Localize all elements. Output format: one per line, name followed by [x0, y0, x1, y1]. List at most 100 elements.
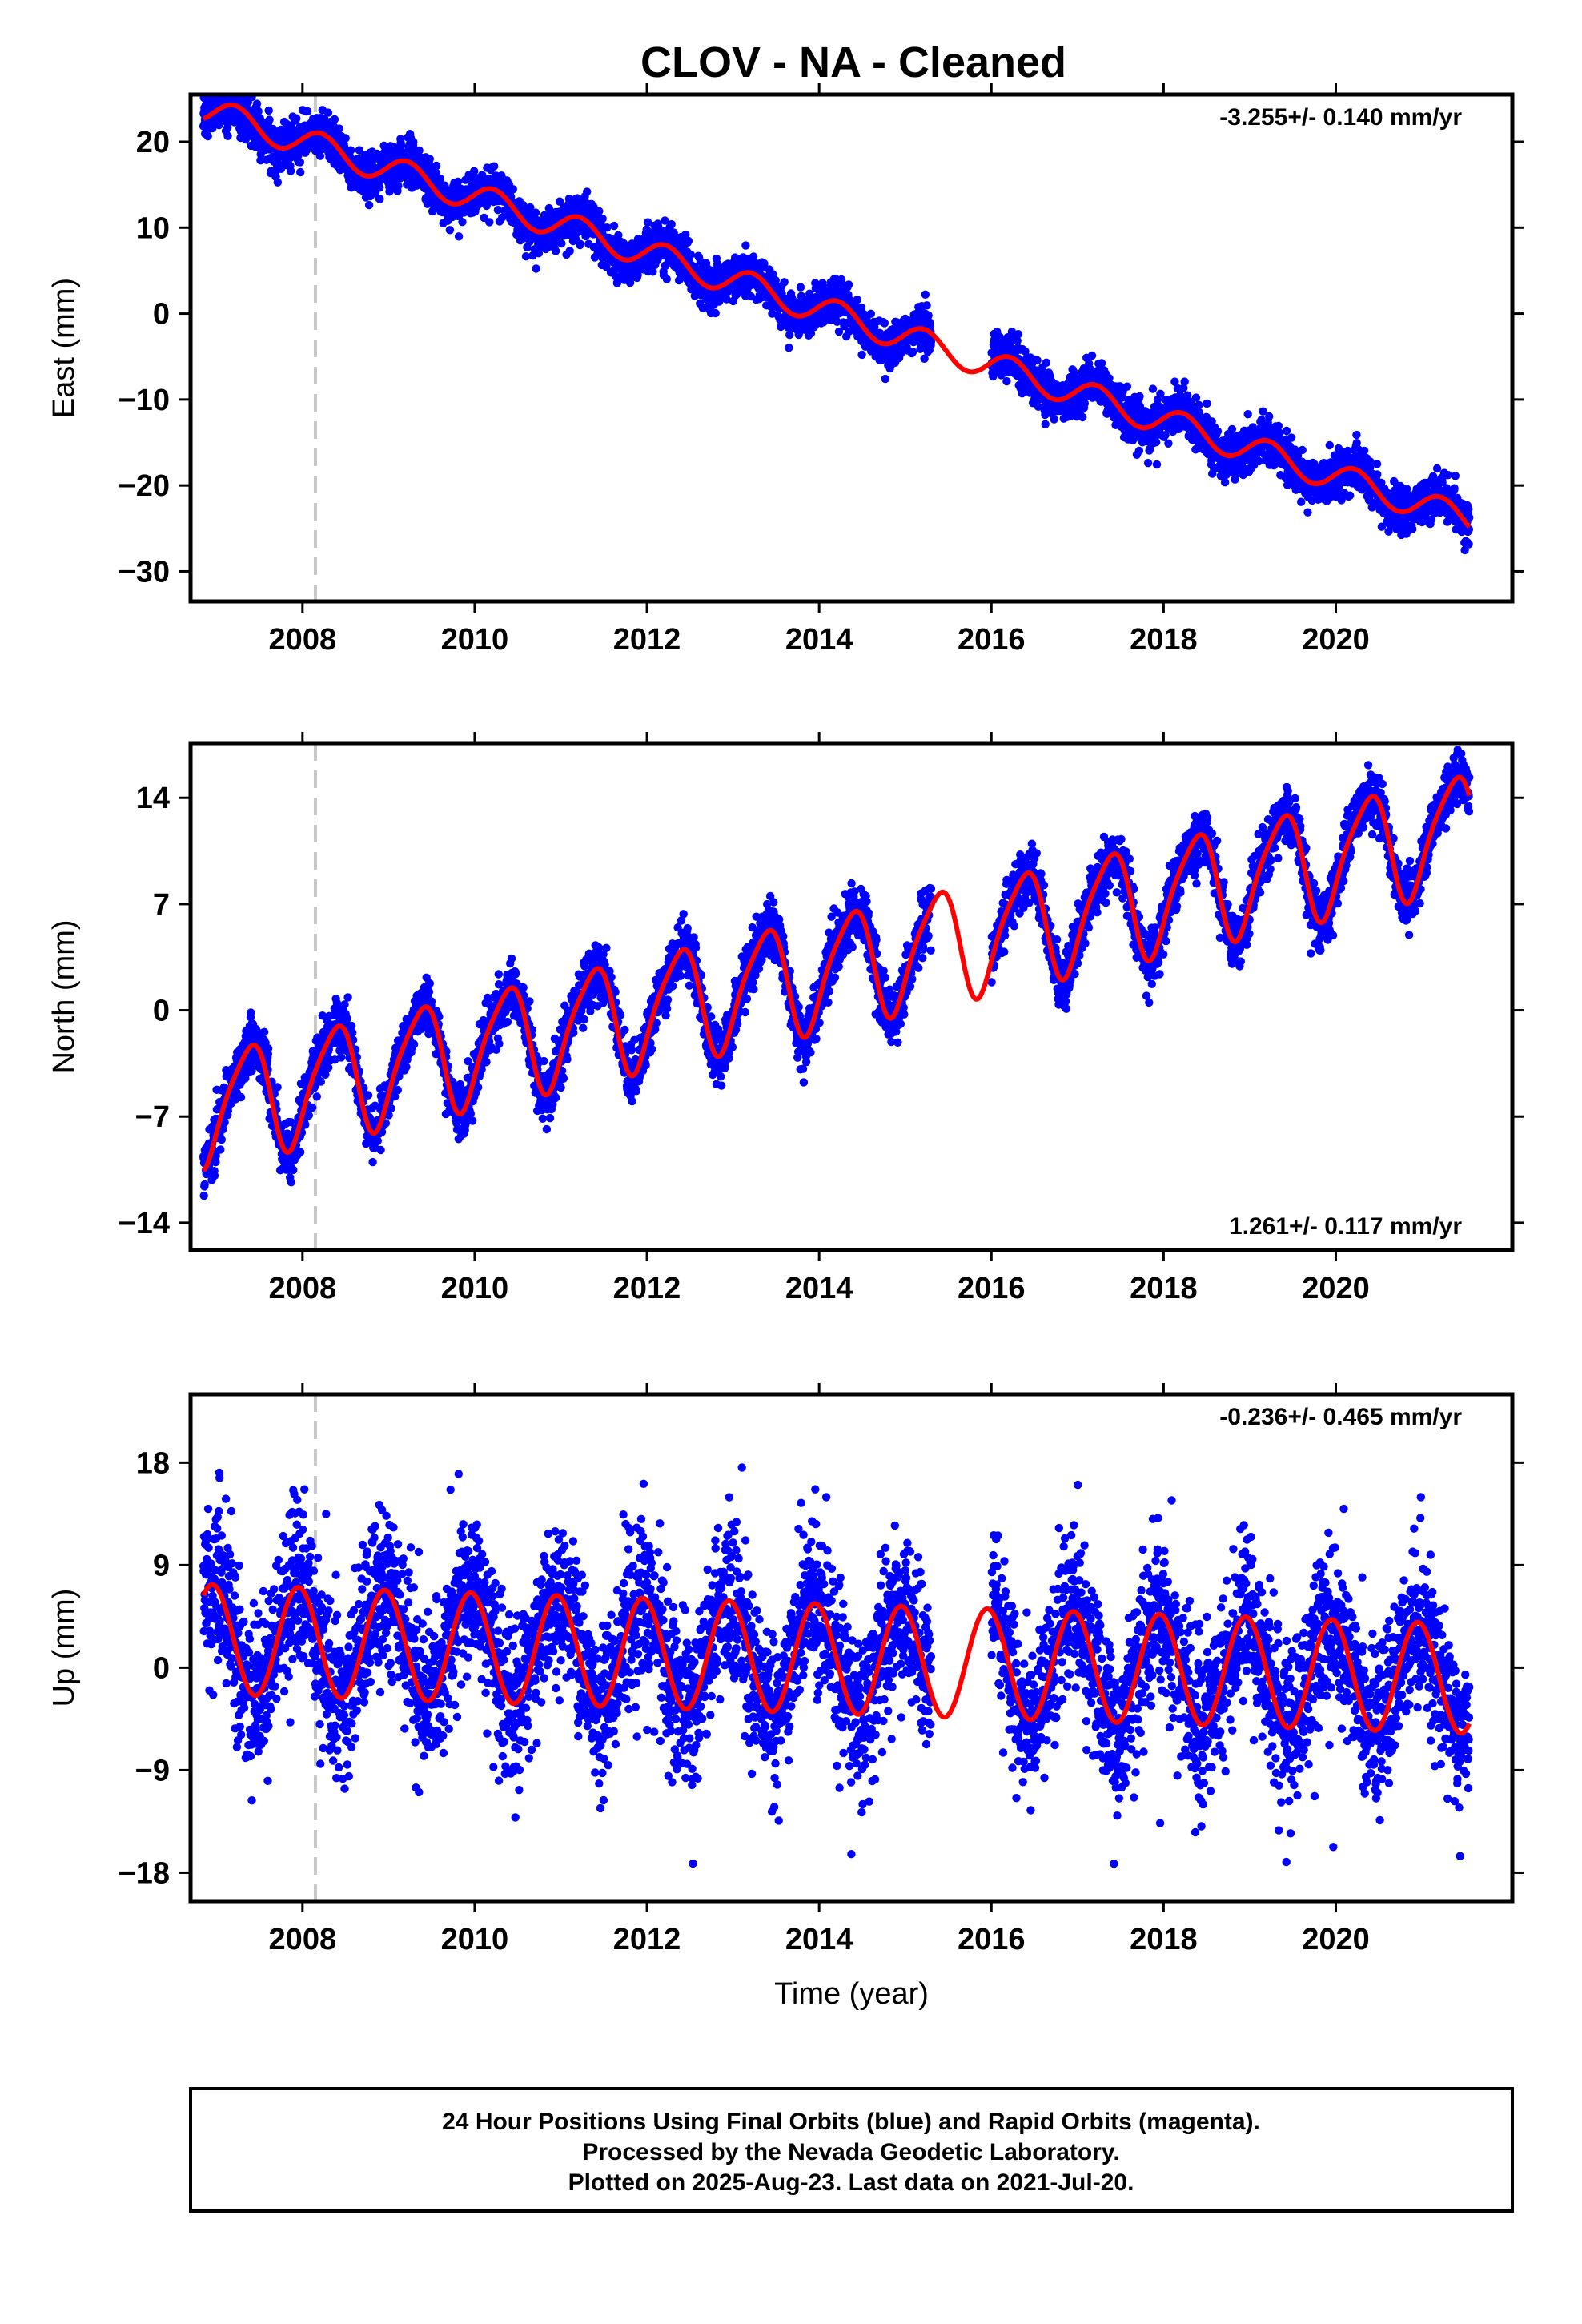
- east-point: [1220, 478, 1230, 487]
- east-point: [785, 330, 794, 340]
- east-data-points: [199, 74, 1474, 555]
- east-point: [598, 214, 607, 223]
- east-point: [526, 203, 535, 212]
- east-point: [215, 120, 223, 130]
- east-point: [445, 226, 455, 235]
- east-point: [924, 311, 933, 320]
- east-point: [1287, 433, 1296, 442]
- east-point: [478, 171, 487, 179]
- east-point: [341, 134, 350, 143]
- east-point: [1298, 445, 1307, 455]
- east-point: [490, 162, 499, 171]
- east-point: [1352, 430, 1361, 440]
- east-point: [662, 275, 671, 283]
- east-point: [1373, 470, 1382, 479]
- east-point: [551, 247, 560, 255]
- east-point: [565, 247, 574, 255]
- east-point: [219, 84, 227, 92]
- east-point: [1359, 446, 1369, 456]
- east-point: [432, 161, 441, 171]
- east-point: [397, 141, 406, 150]
- east-point: [531, 208, 540, 217]
- east-point: [355, 146, 363, 155]
- east-point: [364, 200, 374, 210]
- east-point: [785, 344, 793, 352]
- east-point: [1002, 376, 1011, 386]
- east-point: [686, 250, 695, 259]
- east-point: [254, 107, 263, 116]
- east-point: [1282, 426, 1291, 436]
- east-point: [681, 230, 690, 239]
- east-point: [1033, 356, 1042, 365]
- east-point: [711, 308, 720, 318]
- east-point: [1122, 382, 1132, 391]
- east-point: [780, 278, 789, 287]
- east-point: [385, 187, 394, 196]
- east-point: [394, 181, 403, 191]
- east-point: [1135, 392, 1144, 401]
- east-point: [583, 187, 592, 196]
- east-point: [335, 124, 343, 133]
- east-point: [224, 85, 232, 93]
- figure-title: CLOV - NA - Cleaned: [640, 38, 1066, 86]
- east-point: [614, 231, 623, 239]
- east-point: [1143, 459, 1153, 468]
- east-point: [415, 146, 424, 155]
- east-point: [211, 80, 219, 88]
- east-point: [219, 83, 227, 91]
- east-point: [921, 290, 930, 299]
- east-point: [880, 319, 889, 328]
- east-point: [603, 223, 612, 232]
- east-point: [844, 280, 853, 289]
- east-point: [1152, 460, 1162, 469]
- east-point: [1042, 358, 1051, 367]
- east-point: [273, 178, 283, 187]
- east-point: [347, 146, 355, 155]
- east-point: [1408, 525, 1417, 533]
- east-point: [454, 232, 464, 241]
- east-point: [1203, 399, 1211, 408]
- east-point: [684, 236, 693, 246]
- east-point: [256, 156, 265, 165]
- east-point: [557, 239, 566, 248]
- east-point: [508, 185, 517, 194]
- east-point: [458, 218, 467, 227]
- east-point: [1195, 400, 1203, 409]
- east-point: [265, 115, 274, 124]
- east-point: [493, 206, 503, 215]
- east-point: [741, 241, 750, 250]
- east-point: [1227, 424, 1237, 434]
- east-point: [379, 141, 388, 151]
- east-point: [453, 177, 463, 187]
- east-point: [1213, 427, 1223, 436]
- east-point: [1372, 460, 1382, 468]
- east-point: [485, 218, 494, 227]
- east-point: [227, 74, 235, 82]
- east-point: [644, 218, 652, 227]
- east-point: [853, 296, 861, 304]
- east-point: [796, 283, 805, 292]
- east-point: [602, 263, 611, 271]
- east-point: [1041, 420, 1050, 428]
- east-point: [648, 267, 657, 276]
- east-point: [1432, 464, 1442, 473]
- east-point: [323, 108, 333, 117]
- east-point: [286, 167, 295, 175]
- east-point: [1346, 491, 1355, 500]
- east-point: [252, 99, 262, 108]
- east-point: [595, 207, 604, 215]
- east-point: [555, 197, 564, 206]
- east-point: [1087, 351, 1097, 360]
- east-point: [330, 115, 339, 124]
- east-point: [532, 264, 540, 273]
- east-point: [1191, 393, 1201, 402]
- east-point: [1134, 446, 1144, 456]
- east-point: [1297, 497, 1306, 506]
- east-point: [1180, 377, 1189, 386]
- east-point: [303, 107, 312, 116]
- east-point: [1303, 508, 1312, 517]
- east-point: [470, 167, 479, 175]
- east-point: [722, 295, 731, 304]
- east-point: [1097, 359, 1106, 368]
- east-point: [806, 328, 816, 338]
